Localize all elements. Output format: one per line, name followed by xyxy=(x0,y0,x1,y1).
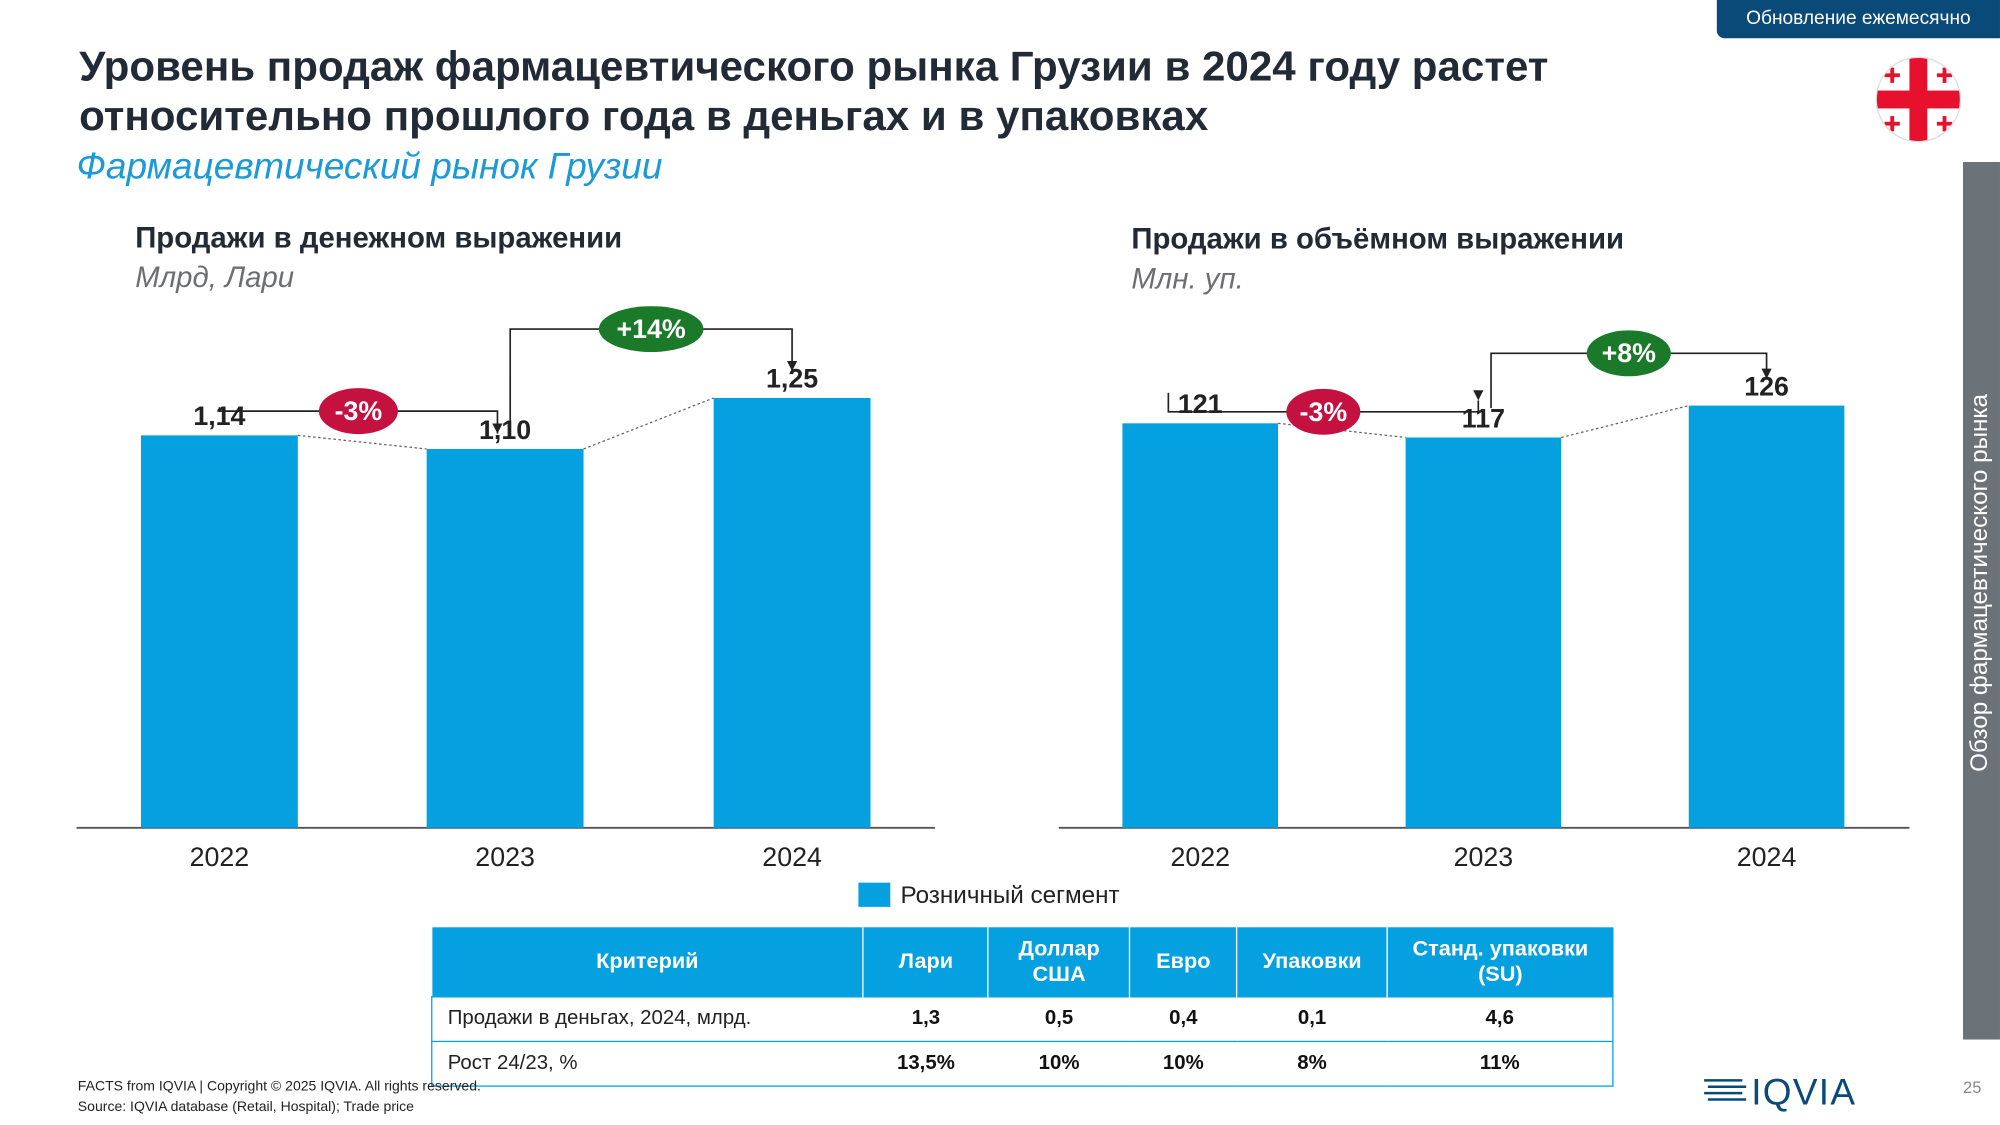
table-cell: 1,3 xyxy=(863,996,989,1043)
change-badge-label: +8% xyxy=(1602,338,1657,368)
table-cell: 0,4 xyxy=(1129,996,1237,1043)
table-header: Евро xyxy=(1129,927,1238,997)
change-badge-label: -3% xyxy=(1300,397,1348,427)
arrow-head-icon xyxy=(1761,368,1772,379)
chart-2-title: Продажи в объёмном выражении xyxy=(1131,221,1625,256)
table-cell: 8% xyxy=(1236,1041,1388,1087)
table-row: Рост 24/23, % 13,5% 10% 10% 8% 11% xyxy=(431,1041,1614,1087)
x-tick-label: 2022 xyxy=(1170,842,1230,872)
data-label: 117 xyxy=(1462,403,1505,433)
footer-source: Source: IQVIA database (Retail, Hospital… xyxy=(77,1099,414,1115)
x-tick-label: 2024 xyxy=(762,842,822,872)
table-cell: Продажи в деньгах, 2024, млрд. xyxy=(431,996,864,1043)
bar xyxy=(140,435,298,828)
legend-label: Розничный сегмент xyxy=(900,882,1120,910)
bar xyxy=(713,397,871,828)
trend-connector xyxy=(583,397,714,450)
table-header-row: Критерий Лари Доллар США Евро Упаковки С… xyxy=(431,927,1613,997)
table-header: Критерий xyxy=(431,927,865,997)
legend-swatch xyxy=(858,882,891,907)
table-cell: 11% xyxy=(1387,1041,1614,1087)
sidebar-tab xyxy=(1962,161,2000,1040)
table-cell: 13,5% xyxy=(863,1041,989,1087)
change-badge xyxy=(318,388,398,435)
table-header: Станд. упаковки (SU) xyxy=(1387,927,1613,997)
title-line-1: Уровень продаж фармацевтического рынка Г… xyxy=(79,42,1549,90)
change-badge-label: +14% xyxy=(617,314,686,344)
table-cell: 4,6 xyxy=(1387,996,1614,1043)
x-tick-label: 2023 xyxy=(475,842,535,872)
sidebar-label: Обзор фармацевтического рынка xyxy=(1966,393,1994,772)
bar xyxy=(426,448,584,828)
x-tick-label: 2024 xyxy=(1737,842,1797,872)
page-title: Уровень продаж фармацевтического рынка Г… xyxy=(79,41,1737,140)
footer-copyright: FACTS from IQVIA | Copyright © 2025 IQVI… xyxy=(77,1079,481,1095)
chart-2-unit: Млн. уп. xyxy=(1131,261,1244,295)
data-label: 1,10 xyxy=(479,415,531,445)
data-label: 121 xyxy=(1178,389,1223,419)
table-cell: Рост 24/23, % xyxy=(431,1041,864,1087)
change-badge xyxy=(598,306,704,353)
georgia-flag-icon xyxy=(1875,56,1962,143)
bar xyxy=(1405,437,1562,828)
arrow-head-icon xyxy=(492,423,503,434)
chart-1-unit: Млрд, Лари xyxy=(135,260,295,294)
table-cell: 10% xyxy=(988,1041,1130,1087)
trend-connector xyxy=(1561,404,1689,439)
bar xyxy=(1122,423,1279,828)
iqvia-logo: IQVIA xyxy=(1704,1072,1856,1113)
logo-text: IQVIA xyxy=(1751,1072,1856,1113)
change-badge xyxy=(1286,388,1361,435)
change-badge xyxy=(1586,330,1671,377)
data-label: 1,14 xyxy=(193,401,245,431)
table-header: Доллар США xyxy=(988,927,1131,997)
table-row: Продажи в деньгах, 2024, млрд. 1,3 0,5 0… xyxy=(431,996,1614,1043)
title-line-2: относительно прошлого года в деньгах и в… xyxy=(79,91,1209,140)
table-cell: 0,1 xyxy=(1236,996,1388,1043)
page-subtitle: Фармацевтический рынок Грузии xyxy=(76,146,663,188)
update-badge: Обновление ежемесячно xyxy=(1716,0,2000,39)
chart-1-title: Продажи в денежном выражении xyxy=(135,220,623,254)
bar xyxy=(1688,405,1845,828)
trend-connector xyxy=(297,434,427,450)
table-header: Упаковки xyxy=(1236,927,1388,997)
x-tick-label: 2023 xyxy=(1454,842,1514,872)
page-number: 25 xyxy=(1962,1077,1982,1097)
criteria-table: Критерий Лари Доллар США Евро Упаковки С… xyxy=(431,927,1614,1087)
arrow-head-icon xyxy=(786,360,798,372)
x-tick-label: 2022 xyxy=(190,842,250,872)
table-header: Лари xyxy=(863,927,989,997)
table-cell: 10% xyxy=(1129,1041,1237,1087)
table-cell: 0,5 xyxy=(988,996,1130,1043)
arrow-head-icon xyxy=(1473,390,1484,401)
change-badge-label: -3% xyxy=(335,396,383,426)
